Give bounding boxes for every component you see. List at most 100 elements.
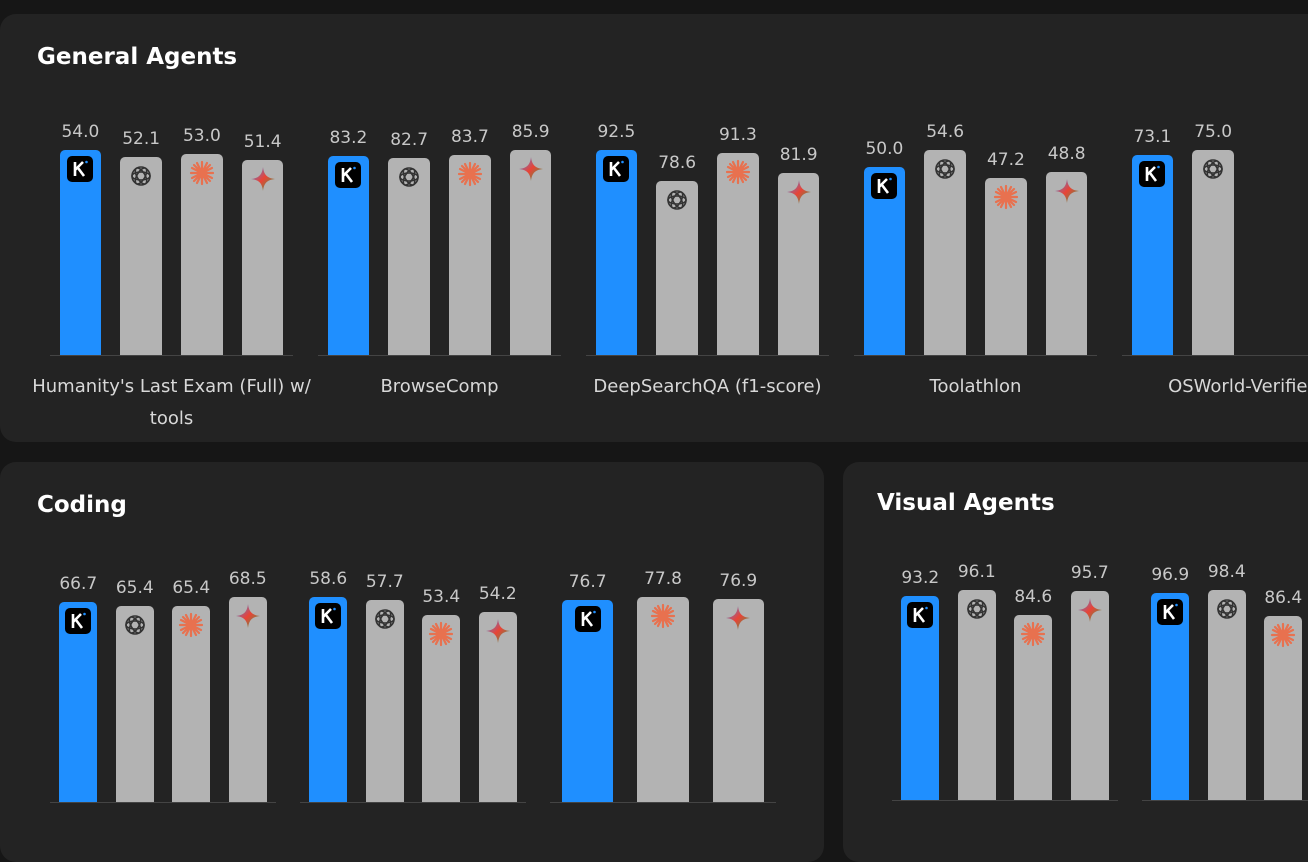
category-label: Toolathlon <box>929 376 1022 397</box>
baseline <box>300 802 526 803</box>
value-label: 82.7 <box>390 129 429 150</box>
value-label: 53.0 <box>182 125 221 146</box>
bar <box>241 159 284 355</box>
model-icon <box>485 618 511 644</box>
category-label: Humanity's Last Exam (Full) w/ tools <box>32 376 311 429</box>
bar <box>1151 593 1190 800</box>
baseline <box>586 355 829 356</box>
bar <box>59 150 102 355</box>
model-icon <box>1139 161 1166 188</box>
value-label: 96.1 <box>957 562 996 582</box>
bar <box>388 157 430 355</box>
model-icon <box>1270 622 1296 648</box>
bar <box>924 150 966 355</box>
bar <box>228 597 267 802</box>
model-icon <box>725 605 751 631</box>
value-label: 75.0 <box>1194 122 1233 142</box>
value-label: 65.4 <box>115 578 154 599</box>
value-label: 58.6 <box>309 569 348 589</box>
bar <box>422 615 461 802</box>
model-icon <box>725 159 751 185</box>
baseline <box>1122 355 1308 356</box>
model-icon <box>1157 599 1184 626</box>
model-icon <box>372 606 398 632</box>
bar <box>172 606 211 802</box>
value-label: 50.0 <box>865 139 904 160</box>
value-label: 98.4 <box>1207 562 1246 582</box>
bar <box>327 156 370 355</box>
value-label: 92.5 <box>597 122 636 142</box>
baseline <box>550 802 776 803</box>
bar <box>1192 150 1234 355</box>
value-label: 57.7 <box>365 572 404 593</box>
value-label: 54.0 <box>61 122 100 142</box>
model-icon <box>428 621 454 647</box>
bar <box>1207 590 1246 800</box>
model-icon <box>122 612 148 638</box>
model-icon <box>786 179 812 205</box>
baseline <box>1142 800 1308 801</box>
value-label: 48.8 <box>1047 143 1086 164</box>
value-label: 66.7 <box>59 574 98 595</box>
model-icon <box>650 603 676 629</box>
model-icon <box>67 156 94 182</box>
chart-title: General Agents <box>37 44 238 70</box>
value-label: 91.3 <box>718 124 757 145</box>
bar <box>1131 155 1174 355</box>
value-label: 76.9 <box>719 571 758 592</box>
value-label: 83.7 <box>450 127 489 148</box>
bar <box>1070 590 1109 800</box>
bar <box>656 180 698 355</box>
value-label: 81.9 <box>779 145 818 166</box>
chart-title: Coding <box>37 492 127 518</box>
value-label: 52.1 <box>122 129 161 150</box>
value-label: 96.9 <box>1151 565 1190 586</box>
bar <box>59 602 98 802</box>
value-label: 78.6 <box>658 152 697 173</box>
bar <box>309 597 348 802</box>
bar <box>181 153 223 355</box>
model-icon <box>1077 597 1103 623</box>
value-label: 73.1 <box>1133 127 1172 148</box>
value-label: 83.2 <box>329 128 368 149</box>
bar <box>595 150 638 355</box>
value-label: 54.6 <box>926 122 965 142</box>
baseline <box>50 355 293 356</box>
baseline <box>50 802 276 803</box>
model-icon <box>907 602 934 629</box>
bar <box>115 606 154 802</box>
category-label: DeepSearchQA (f1-score) <box>593 376 822 397</box>
model-icon <box>871 173 898 200</box>
model-icon <box>1200 156 1226 182</box>
model-icon <box>235 603 261 629</box>
model-icon <box>518 156 544 182</box>
model-icon <box>993 184 1019 210</box>
bar <box>120 157 162 355</box>
bar <box>901 596 940 800</box>
chart-panel: Visual Agents 93.2 96.1 84.6 95.7 96.9 98.4 86.… <box>843 462 1308 862</box>
model-icon <box>128 163 154 189</box>
value-label: 84.6 <box>1014 587 1053 608</box>
model-icon <box>178 612 204 638</box>
model-icon <box>1054 178 1080 204</box>
bar <box>478 612 517 802</box>
value-label: 65.4 <box>172 578 211 599</box>
bar <box>562 599 614 802</box>
bar <box>509 150 552 355</box>
bar <box>449 155 491 355</box>
value-label: 53.4 <box>422 587 461 608</box>
value-label: 86.4 <box>1264 587 1303 608</box>
chart-panel: General Agents 54.0 52.1 53.0 51.4 Humanity's… <box>0 14 1308 442</box>
baseline <box>318 355 561 356</box>
bar <box>712 599 764 802</box>
page: General Agents 54.0 52.1 53.0 51.4 Humanity's… <box>0 14 1308 862</box>
model-icon <box>574 605 601 632</box>
value-label: 68.5 <box>228 569 267 589</box>
model-icon <box>335 162 362 189</box>
value-label: 54.2 <box>478 584 517 605</box>
value-label: 47.2 <box>986 149 1025 170</box>
bar <box>637 597 689 802</box>
chart-title: Visual Agents <box>877 490 1055 516</box>
category-label: OSWorld-Verified <box>1168 376 1308 397</box>
model-icon <box>932 156 958 182</box>
